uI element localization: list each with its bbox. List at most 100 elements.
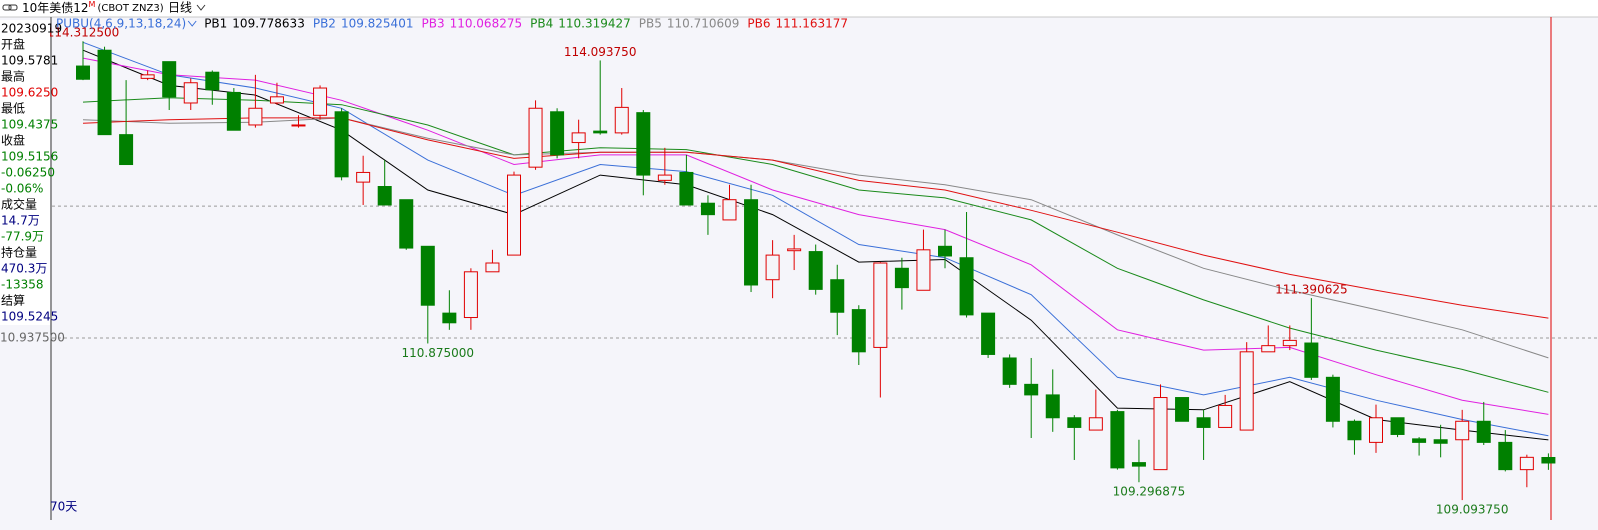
candle-body bbox=[334, 111, 349, 178]
info-date: 20230919 bbox=[1, 22, 62, 36]
candle-body bbox=[808, 251, 823, 290]
range-label: 70天 bbox=[50, 500, 77, 514]
candle-body bbox=[1412, 438, 1427, 443]
info-value: -13358 bbox=[1, 278, 44, 292]
candle-body bbox=[485, 262, 500, 273]
candle-body bbox=[787, 248, 802, 252]
candle-body bbox=[744, 199, 759, 286]
info-value: -77.9万 bbox=[1, 230, 44, 244]
symbol-name: 10年美债12 bbox=[22, 1, 89, 15]
candle-body bbox=[916, 249, 931, 291]
legend-name: PB5 bbox=[639, 17, 662, 31]
candle-body bbox=[1175, 397, 1190, 422]
candle-body bbox=[873, 262, 888, 348]
candle-body bbox=[894, 267, 909, 289]
info-value: 109.5781 bbox=[1, 54, 58, 68]
high-label: 114.312500 bbox=[47, 26, 120, 40]
candle-body bbox=[1067, 417, 1082, 428]
candle-body bbox=[528, 107, 543, 168]
candle-body bbox=[1369, 417, 1383, 443]
candle-body bbox=[1261, 345, 1276, 353]
candle-body bbox=[765, 254, 780, 281]
info-value: -0.06250 bbox=[1, 166, 55, 180]
legend-name: PB6 bbox=[747, 17, 770, 31]
candle-body bbox=[420, 245, 435, 306]
candle-body bbox=[1282, 339, 1297, 347]
link-icon[interactable] bbox=[2, 4, 18, 11]
candle-body bbox=[1325, 376, 1340, 422]
link-icon-part bbox=[2, 4, 12, 11]
high-label: 111.390625 bbox=[1275, 283, 1348, 297]
candle-body bbox=[1024, 383, 1039, 396]
candle-body bbox=[614, 106, 629, 134]
info-value: 14.7万 bbox=[1, 214, 40, 228]
candle-body bbox=[1110, 411, 1125, 469]
info-label: 最高 bbox=[1, 69, 25, 84]
indicator-line bbox=[82, 57, 1549, 415]
candle-body bbox=[657, 174, 672, 181]
candle-body bbox=[1153, 397, 1168, 471]
candle-body bbox=[571, 132, 586, 144]
candle-body bbox=[248, 107, 263, 126]
indicator-line bbox=[82, 117, 1549, 359]
candle-body bbox=[1519, 456, 1534, 471]
candle-body bbox=[1088, 417, 1103, 431]
candle-body bbox=[1541, 456, 1556, 464]
legend-value: 110.710609 bbox=[667, 17, 740, 31]
indicator-line bbox=[82, 97, 1549, 393]
candle-body bbox=[1196, 417, 1211, 428]
link-icon-part bbox=[8, 4, 18, 11]
candle-body bbox=[269, 96, 284, 104]
candle-body bbox=[1218, 404, 1233, 428]
candle-body bbox=[463, 271, 478, 319]
candle-body bbox=[97, 49, 112, 136]
low-label: 109.093750 bbox=[1436, 503, 1509, 517]
candle-body bbox=[226, 91, 241, 131]
candle-body bbox=[1304, 342, 1319, 378]
candle-body bbox=[291, 124, 306, 127]
candle-body bbox=[162, 61, 177, 98]
candle-body bbox=[183, 82, 198, 104]
candle-body bbox=[636, 112, 651, 176]
info-label: 开盘 bbox=[1, 37, 25, 52]
info-value: -0.06% bbox=[1, 182, 43, 196]
info-label: 收盘 bbox=[1, 133, 25, 148]
candle-body bbox=[313, 87, 328, 116]
candle-body bbox=[377, 186, 392, 206]
candle-body bbox=[1045, 394, 1060, 419]
legend-value: 109.825401 bbox=[341, 17, 414, 31]
indicator-line bbox=[82, 49, 1549, 441]
candle-body bbox=[938, 245, 952, 257]
info-value: 109.5156 bbox=[1, 150, 58, 164]
y-tick-label: 10.937500 bbox=[0, 330, 65, 344]
info-label: 结算 bbox=[1, 293, 25, 308]
symbol[interactable]: 10年美债12M (CBOT ZNZ3) bbox=[22, 0, 164, 15]
info-label: 持仓量 bbox=[1, 245, 37, 260]
candle-body bbox=[981, 312, 996, 355]
period[interactable]: 日线 bbox=[168, 1, 192, 15]
legend-name: PB2 bbox=[313, 17, 336, 31]
info-value: 470.3万 bbox=[1, 262, 47, 276]
info-background bbox=[0, 20, 50, 325]
indicator-line bbox=[82, 117, 1549, 319]
low-label: 110.875000 bbox=[402, 346, 475, 360]
legend-name: PB3 bbox=[421, 17, 444, 31]
candle-body bbox=[205, 71, 220, 91]
info-label: 成交量 bbox=[1, 197, 37, 212]
exchange: (CBOT ZNZ3) bbox=[97, 3, 163, 14]
candle-body bbox=[1347, 420, 1362, 441]
candle-body bbox=[1455, 420, 1470, 441]
candle-body bbox=[722, 199, 737, 221]
info-label: 最低 bbox=[1, 102, 25, 116]
toolbar bbox=[0, 0, 1598, 17]
indicator-dropdown bbox=[187, 20, 197, 27]
period-dropdown[interactable] bbox=[196, 4, 206, 11]
candle-body bbox=[593, 130, 608, 134]
candle-body bbox=[442, 312, 457, 324]
candle-body bbox=[700, 202, 715, 216]
legend-value: 109.778633 bbox=[232, 17, 305, 31]
